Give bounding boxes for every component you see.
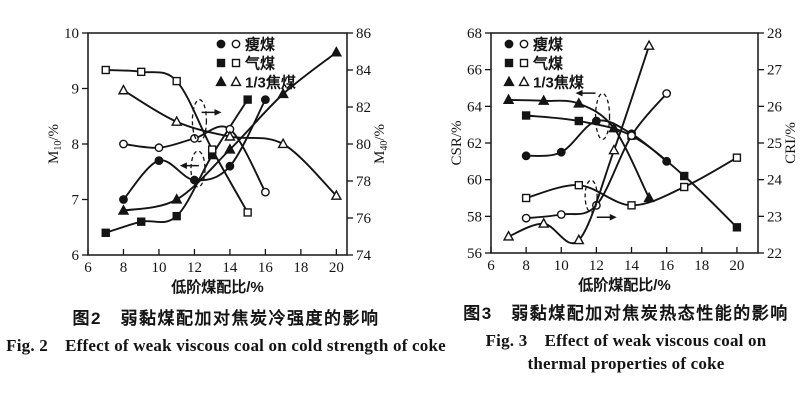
- arrow-head-icon: [575, 89, 583, 97]
- dual-line-charts-canvas: 6 8 10 12 14 16 18 2067891074767880828486低阶煤配比/…: [46, 26, 799, 296]
- series-ck13-m40: [117, 84, 343, 200]
- svg-text:14: 14: [624, 258, 640, 274]
- svg-text:20: 20: [729, 258, 744, 274]
- svg-text:68: 68: [467, 26, 482, 42]
- series-ck13-csr: [502, 93, 655, 203]
- svg-text:7: 7: [72, 193, 80, 209]
- right-y-axis-label: M40/%: [372, 124, 390, 164]
- series-ck13-m10: [117, 46, 343, 215]
- legend-label: 气煤: [532, 55, 563, 73]
- svg-text:14: 14: [222, 260, 238, 276]
- legend-label: 气煤: [244, 55, 275, 73]
- left-y-axis-label: CSR/%: [449, 120, 465, 165]
- svg-text:10: 10: [64, 26, 79, 42]
- legend-label: 瘦煤: [245, 36, 275, 54]
- svg-text:24: 24: [767, 173, 783, 189]
- chart-fig2: 6 8 10 12 14 16 18 2067891074767880828486低阶煤配比/…: [46, 26, 390, 296]
- dashed-ellipse-annotation: [191, 99, 208, 143]
- fig3-caption-en-line1: Fig. 3 Effect of weak viscous coal on: [485, 331, 767, 350]
- svg-text:20: 20: [329, 260, 344, 276]
- svg-text:60: 60: [467, 173, 482, 189]
- svg-text:66: 66: [467, 63, 483, 79]
- right-y-axis-label: CRI/%: [783, 122, 799, 164]
- svg-text:25: 25: [767, 136, 782, 152]
- axis-labels: 低阶煤配比/% M10/% M40/%: [46, 124, 390, 296]
- svg-text:58: 58: [467, 209, 482, 225]
- svg-text:8: 8: [522, 258, 530, 274]
- svg-text:8: 8: [120, 260, 128, 276]
- svg-text:8: 8: [72, 137, 80, 153]
- fig3-caption-en-line2: thermal properties of coke: [527, 354, 725, 373]
- plot-box: [490, 32, 759, 254]
- svg-text:18: 18: [293, 260, 308, 276]
- axis-pointer-annotations: [575, 89, 617, 221]
- svg-text:18: 18: [694, 258, 709, 274]
- svg-text:64: 64: [467, 99, 483, 115]
- series-gas-m10: [101, 95, 252, 238]
- svg-text:9: 9: [72, 82, 80, 98]
- axes: 6 8 10 12 14 16 18 2056586062646668222324252627…: [467, 26, 783, 274]
- svg-text:56: 56: [467, 246, 483, 262]
- svg-text:78: 78: [356, 174, 371, 190]
- chart-fig3: 6 8 10 12 14 16 18 2056586062646668222324252627…: [449, 26, 799, 294]
- svg-text:62: 62: [467, 136, 482, 152]
- legend-label: 瘦煤: [533, 36, 563, 54]
- svg-text:74: 74: [356, 248, 372, 264]
- svg-text:76: 76: [356, 211, 372, 227]
- svg-text:16: 16: [659, 258, 675, 274]
- axis-labels: 低阶煤配比/% CSR/% CRI/%: [449, 120, 799, 294]
- svg-text:10: 10: [151, 260, 166, 276]
- svg-text:23: 23: [767, 209, 782, 225]
- svg-text:6: 6: [72, 248, 80, 264]
- legend-label: 1/3焦煤: [245, 74, 296, 92]
- svg-text:16: 16: [258, 260, 274, 276]
- svg-text:6: 6: [84, 260, 92, 276]
- arrow-head-icon: [609, 213, 617, 221]
- x-axis-label: 低阶煤配比/%: [170, 278, 264, 296]
- fig2-caption-cn: 图2 弱黏煤配加对焦炭冷强度的影响: [72, 309, 380, 328]
- series-ck13-cri: [502, 39, 655, 245]
- arrow-head-icon: [214, 109, 222, 116]
- left-y-axis-label: M10/%: [46, 124, 64, 164]
- svg-text:12: 12: [589, 258, 604, 274]
- svg-text:12: 12: [187, 260, 202, 276]
- svg-text:26: 26: [767, 99, 783, 115]
- legend-label: 1/3焦煤: [533, 74, 584, 92]
- series-lean-m10: [119, 95, 270, 204]
- dashed-ellipse-annotation: [190, 150, 206, 188]
- series-gas-m40: [101, 65, 252, 217]
- svg-text:28: 28: [767, 26, 782, 42]
- svg-text:6: 6: [487, 258, 495, 274]
- svg-text:10: 10: [554, 258, 569, 274]
- svg-text:86: 86: [356, 26, 372, 42]
- dashed-ellipse-annotation: [584, 179, 598, 213]
- arrow-head-icon: [179, 162, 187, 169]
- fig2-caption-en: Fig. 2 Effect of weak viscous coal on co…: [6, 336, 446, 355]
- dashed-ellipse-annotation: [594, 92, 611, 141]
- svg-text:27: 27: [767, 63, 783, 79]
- x-axis-label: 低阶煤配比/%: [577, 276, 671, 294]
- svg-text:22: 22: [767, 246, 782, 262]
- series-lean-m40: [119, 124, 270, 197]
- svg-text:80: 80: [356, 137, 371, 153]
- fig3-caption-cn: 图3 弱黏煤配加对焦炭热态性能的影响: [463, 304, 789, 323]
- svg-text:82: 82: [356, 100, 371, 116]
- series-gas-cri: [521, 153, 742, 210]
- axis-pointer-annotations: [179, 99, 222, 188]
- svg-text:84: 84: [356, 63, 372, 79]
